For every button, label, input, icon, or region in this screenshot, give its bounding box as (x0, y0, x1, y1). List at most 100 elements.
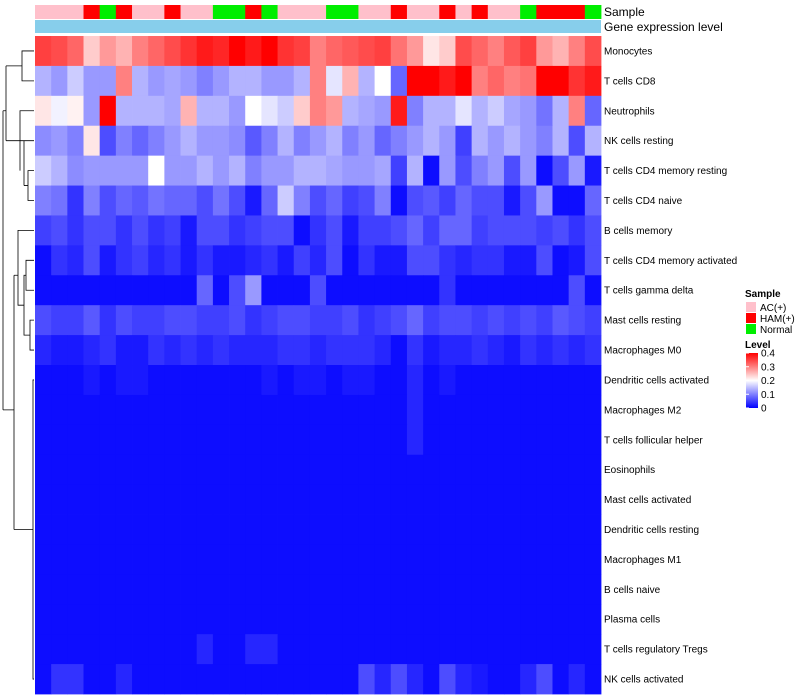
heatmap-cell (115, 604, 133, 635)
heatmap-cell (374, 95, 392, 127)
heatmap-cell (568, 574, 586, 605)
heatmap-cell (439, 424, 456, 456)
heatmap-cell (374, 155, 392, 186)
heatmap-cell (584, 604, 602, 635)
heatmap-cell (229, 574, 246, 605)
heatmap-cell (536, 544, 553, 575)
row-label: B cells naive (604, 585, 661, 596)
heatmap-cell (406, 394, 424, 426)
heatmap-cell (277, 634, 295, 665)
heatmap-cell (212, 664, 230, 695)
heatmap-cell (309, 574, 327, 605)
heatmap-cell (245, 394, 262, 426)
heatmap-cell (520, 275, 537, 306)
heatmap-cell (455, 155, 473, 186)
heatmap-cell (245, 335, 262, 366)
heatmap-cell (342, 454, 359, 486)
heatmap-cell (439, 215, 456, 246)
heatmap-cell (342, 604, 359, 635)
sample-annotation-cell (471, 5, 489, 19)
heatmap-cell (180, 664, 198, 695)
heatmap-cell (568, 185, 586, 216)
heatmap-cell (261, 634, 278, 665)
heatmap-cell (67, 365, 84, 396)
heatmap-cell (148, 65, 165, 97)
heatmap-cell (196, 245, 214, 276)
heatmap-cell (487, 634, 505, 665)
row-label: NK cells activated (604, 675, 683, 686)
sample-annotation-cell (487, 5, 505, 19)
heatmap-cell (358, 155, 375, 186)
heatmap-cell (423, 95, 440, 127)
sample-annotation-cell (229, 5, 246, 19)
heatmap-cell (568, 484, 586, 515)
heatmap-cell (552, 185, 570, 216)
heatmap-cell (390, 484, 408, 515)
heatmap-cell (342, 65, 359, 97)
heatmap-cell (293, 305, 311, 336)
heatmap-cell (51, 155, 68, 186)
heatmap-cell (309, 155, 327, 186)
heatmap-cell (51, 36, 68, 67)
heatmap-cell (503, 215, 521, 246)
heatmap-cell (536, 394, 553, 426)
heatmap-cell (358, 245, 375, 276)
heatmap-cell (164, 245, 181, 276)
heatmap-cell (374, 185, 392, 216)
heatmap-cell (342, 335, 359, 366)
heatmap-cell (261, 454, 278, 486)
heatmap-cell (115, 305, 133, 336)
row-label: Dendritic cells resting (604, 525, 699, 536)
heatmap-cell (83, 245, 101, 276)
heatmap-cell (277, 155, 295, 186)
heatmap-cell (503, 604, 521, 635)
heatmap-cell (390, 514, 408, 545)
heatmap-cell (374, 365, 392, 396)
heatmap-cell (245, 604, 262, 635)
sample-track-label: Sample (604, 5, 645, 19)
heatmap-cell (164, 454, 181, 486)
heatmap-cell (212, 275, 230, 306)
heatmap-cell (358, 574, 375, 605)
heatmap-cell (83, 394, 101, 426)
heatmap-cell (180, 634, 198, 665)
heatmap-cell (520, 454, 537, 486)
heatmap-cell (164, 574, 181, 605)
heatmap-cell (439, 275, 456, 306)
row-label: Macrophages M1 (604, 555, 682, 566)
heatmap-cell (520, 514, 537, 545)
heatmap-cell (115, 125, 133, 157)
heatmap-cell (358, 215, 375, 246)
row-label: Monocytes (604, 46, 652, 57)
heatmap-cell (229, 365, 246, 396)
heatmap-cell (520, 365, 537, 396)
heatmap-cell (471, 185, 489, 216)
heatmap-cell (406, 634, 424, 665)
heatmap-cell (51, 574, 68, 605)
heatmap-cell (342, 155, 359, 186)
heatmap-cell (245, 65, 262, 97)
heatmap-cell (536, 365, 553, 396)
heatmap-cell (552, 634, 570, 665)
heatmap-cell (293, 394, 311, 426)
heatmap-cell (326, 604, 343, 635)
heatmap-cell (115, 275, 133, 306)
heatmap-cell (423, 215, 440, 246)
row-label: Neutrophils (604, 106, 655, 117)
heatmap-cell (293, 604, 311, 635)
heatmap-cell (83, 514, 101, 545)
heatmap-cell (487, 574, 505, 605)
heatmap-cell (584, 544, 602, 575)
heatmap-cell (132, 454, 149, 486)
heatmap-cell (229, 36, 246, 67)
heatmap-cell (471, 36, 489, 67)
heatmap-cell (196, 424, 214, 456)
heatmap-cell (536, 305, 553, 336)
heatmap-cell (584, 424, 602, 456)
sample-legend-label: AC(+) (760, 303, 786, 314)
heatmap-cell (229, 185, 246, 216)
heatmap-cell (261, 394, 278, 426)
heatmap-cell (99, 544, 117, 575)
heatmap-cell (439, 155, 456, 186)
